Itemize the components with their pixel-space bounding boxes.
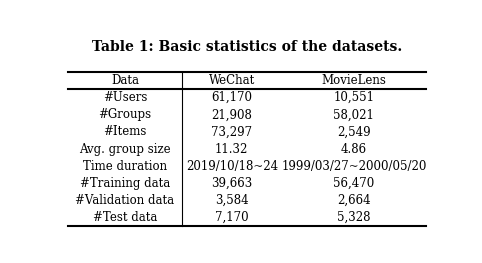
- Text: #Users: #Users: [103, 91, 147, 104]
- Text: 4.86: 4.86: [341, 143, 367, 155]
- Text: Data: Data: [111, 74, 139, 87]
- Text: Avg. group size: Avg. group size: [79, 143, 171, 155]
- Text: 58,021: 58,021: [334, 108, 375, 121]
- Text: 11.32: 11.32: [215, 143, 248, 155]
- Text: Time duration: Time duration: [83, 160, 167, 173]
- Text: #Groups: #Groups: [98, 108, 151, 121]
- Text: #Validation data: #Validation data: [75, 194, 174, 207]
- Text: 2,664: 2,664: [337, 194, 371, 207]
- Text: MovieLens: MovieLens: [321, 74, 386, 87]
- Text: 10,551: 10,551: [334, 91, 375, 104]
- Text: #Test data: #Test data: [93, 211, 157, 224]
- Text: 1999/03/27~2000/05/20: 1999/03/27~2000/05/20: [281, 160, 427, 173]
- Text: WeChat: WeChat: [209, 74, 255, 87]
- Text: 3,584: 3,584: [215, 194, 249, 207]
- Text: 7,170: 7,170: [215, 211, 249, 224]
- Text: 2019/10/18~24: 2019/10/18~24: [186, 160, 278, 173]
- Text: 5,328: 5,328: [337, 211, 371, 224]
- Text: 56,470: 56,470: [333, 177, 375, 190]
- Text: #Training data: #Training data: [80, 177, 170, 190]
- Text: 21,908: 21,908: [211, 108, 252, 121]
- Text: 73,297: 73,297: [211, 125, 253, 138]
- Text: 39,663: 39,663: [211, 177, 253, 190]
- Text: #Items: #Items: [103, 125, 147, 138]
- Text: 2,549: 2,549: [337, 125, 371, 138]
- Text: Table 1: Basic statistics of the datasets.: Table 1: Basic statistics of the dataset…: [92, 40, 402, 54]
- Text: 61,170: 61,170: [211, 91, 252, 104]
